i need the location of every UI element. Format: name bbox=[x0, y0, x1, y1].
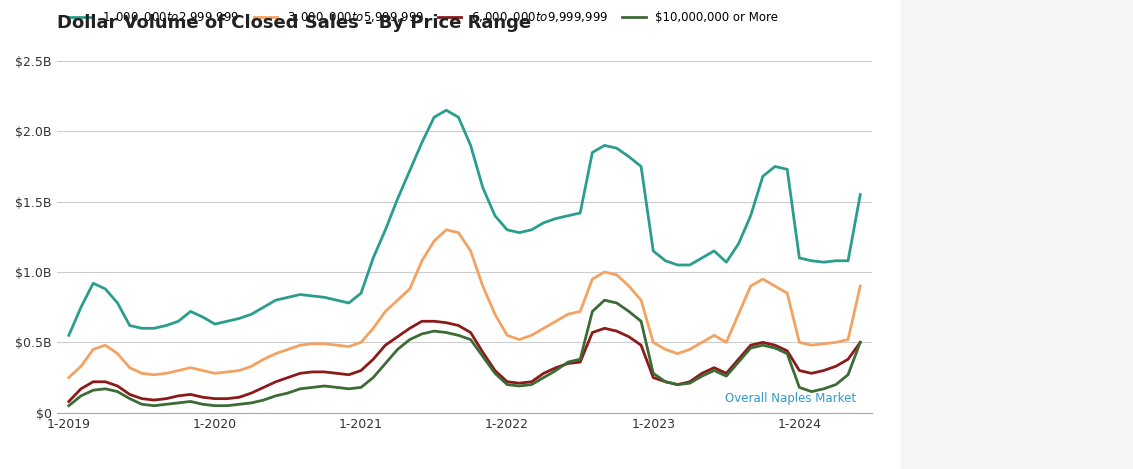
Text: $6,000,000 to $9,999,999: $6,000,000 to $9,999,999 bbox=[952, 232, 1096, 247]
Text: MAY 2024: MAY 2024 bbox=[979, 23, 1055, 38]
Legend: $1,000,000 to $2,999,999, $3,000,000 to $5,999,999, $6,000,000 to $9,999,999, $1: $1,000,000 to $2,999,999, $3,000,000 to … bbox=[65, 5, 783, 29]
Polygon shape bbox=[912, 45, 943, 73]
FancyBboxPatch shape bbox=[952, 81, 1080, 89]
Text: $1,000,000 to $2,999,999: $1,000,000 to $2,999,999 bbox=[952, 45, 1096, 60]
Text: $3,000,000 to $5,999,999: $3,000,000 to $5,999,999 bbox=[952, 138, 1096, 153]
Text: $478,685,000 | +20.4%: $478,685,000 | +20.4% bbox=[952, 345, 1092, 358]
Polygon shape bbox=[912, 138, 943, 166]
Polygon shape bbox=[912, 326, 943, 354]
Text: Dollar Volume of Closed Sales - By Price Range: Dollar Volume of Closed Sales - By Price… bbox=[57, 14, 530, 32]
Polygon shape bbox=[912, 232, 943, 260]
Text: $499,615,280 | +5.6%: $499,615,280 | +5.6% bbox=[952, 251, 1085, 264]
FancyBboxPatch shape bbox=[952, 362, 980, 371]
Text: $1,584,432,630 | -2.4%: $1,584,432,630 | -2.4% bbox=[952, 63, 1091, 76]
Text: $10,000,000 or More: $10,000,000 or More bbox=[952, 326, 1090, 339]
FancyBboxPatch shape bbox=[952, 174, 1026, 183]
Text: Overall Naples Market: Overall Naples Market bbox=[725, 393, 857, 405]
Text: $859,105,043 | -3.9%: $859,105,043 | -3.9% bbox=[952, 157, 1080, 170]
FancyBboxPatch shape bbox=[952, 268, 980, 277]
